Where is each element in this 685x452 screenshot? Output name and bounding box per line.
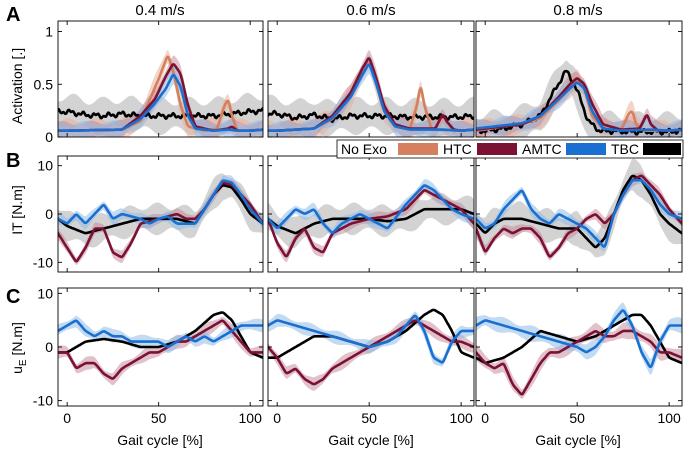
legend-swatch-amtc [477,143,517,155]
xtick-label-c1-1: 50 [151,410,167,426]
panel-letter-a: A [6,4,20,26]
legend-label-amtc: AMTC [522,141,562,157]
ytick-label-r2-2: 10 [37,158,53,174]
legend-swatch-tbc [566,143,606,155]
line-no-exo-r1c3 [476,69,682,136]
ytick-label-r3-0: -10 [33,393,53,409]
line-tbc-r3c1 [58,319,263,348]
ytick-label-r3-2: 10 [37,285,53,301]
legend-label-htc: HTC [443,141,472,157]
band-tbc-r1c1 [58,65,263,137]
xtick-label-c2-1: 50 [361,410,377,426]
line-no-exo-r1c1 [58,106,263,120]
axes-frame-r1c1 [57,20,264,138]
speed-title-1: 0.4 m/s [135,2,184,19]
xtick-label-c1-0: 0 [63,410,71,426]
panel-letter-b: B [6,150,20,172]
ytick-label-r2-1: 0 [45,206,53,222]
legend-swatch-no-exo [643,143,681,155]
ytick-label-r1-0: 0 [45,129,53,145]
speed-title-3: 0.8 m/s [553,2,602,19]
ylabel-activation: Activation [.] [9,48,25,124]
xtick-label-c2-0: 0 [273,410,281,426]
line-tbc-r3c3 [476,309,682,369]
xtick-label-c3-2: 100 [657,410,681,426]
ytick-label-r1-2: 1 [45,24,53,40]
line-no-exo-r2c3 [476,174,682,249]
ylabel-ue: uE [N.m] [9,322,29,374]
xtick-label-c2-2: 100 [449,410,473,426]
line-amtc-r3c1 [58,319,263,380]
ytick-label-r2-0: -10 [33,254,53,270]
axes-frame-r1c3 [475,20,683,138]
xtick-label-c3-0: 0 [481,410,489,426]
line-no-exo-r3c1 [58,311,263,359]
ylabel-it: IT [N.m] [9,185,25,235]
legend-label-tbc: TBC [611,141,639,157]
band-tbc-r2c1 [58,175,263,231]
legend-swatch-htc [398,143,438,155]
ytick-label-r3-1: 0 [45,339,53,355]
band-amtc-r3c3 [476,322,682,399]
xlabel-3: Gait cycle [%] [535,432,621,448]
xtick-label-c3-1: 50 [569,410,585,426]
line-tbc-r2c1 [58,179,263,225]
xlabel-1: Gait cycle [%] [117,432,203,448]
line-tbc-r2c2 [268,184,474,234]
xtick-label-c1-2: 100 [239,410,263,426]
band-tbc-r3c1 [58,315,263,354]
axes-frame-r1c2 [267,20,475,138]
line-tbc-r1c2 [268,63,474,132]
ytick-label-r1-1: 0.5 [34,76,54,92]
line-tbc-r2c3 [476,178,682,248]
line-tbc-r3c2 [268,314,474,364]
speed-title-2: 0.6 m/s [346,2,395,19]
line-amtc-r3c3 [476,329,682,396]
line-tbc-r1c3 [476,81,682,132]
line-no-exo-r1c2 [268,109,474,123]
panel-letter-c: C [6,286,20,308]
legend-label-no-exo: No Exo [341,141,387,157]
line-tbc-r1c1 [58,73,263,132]
legend: No Exo HTC AMTC TBC [336,139,684,159]
line-amtc-r2c3 [476,174,682,258]
band-tbc-r2c2 [268,179,474,239]
xlabel-2: Gait cycle [%] [328,432,414,448]
